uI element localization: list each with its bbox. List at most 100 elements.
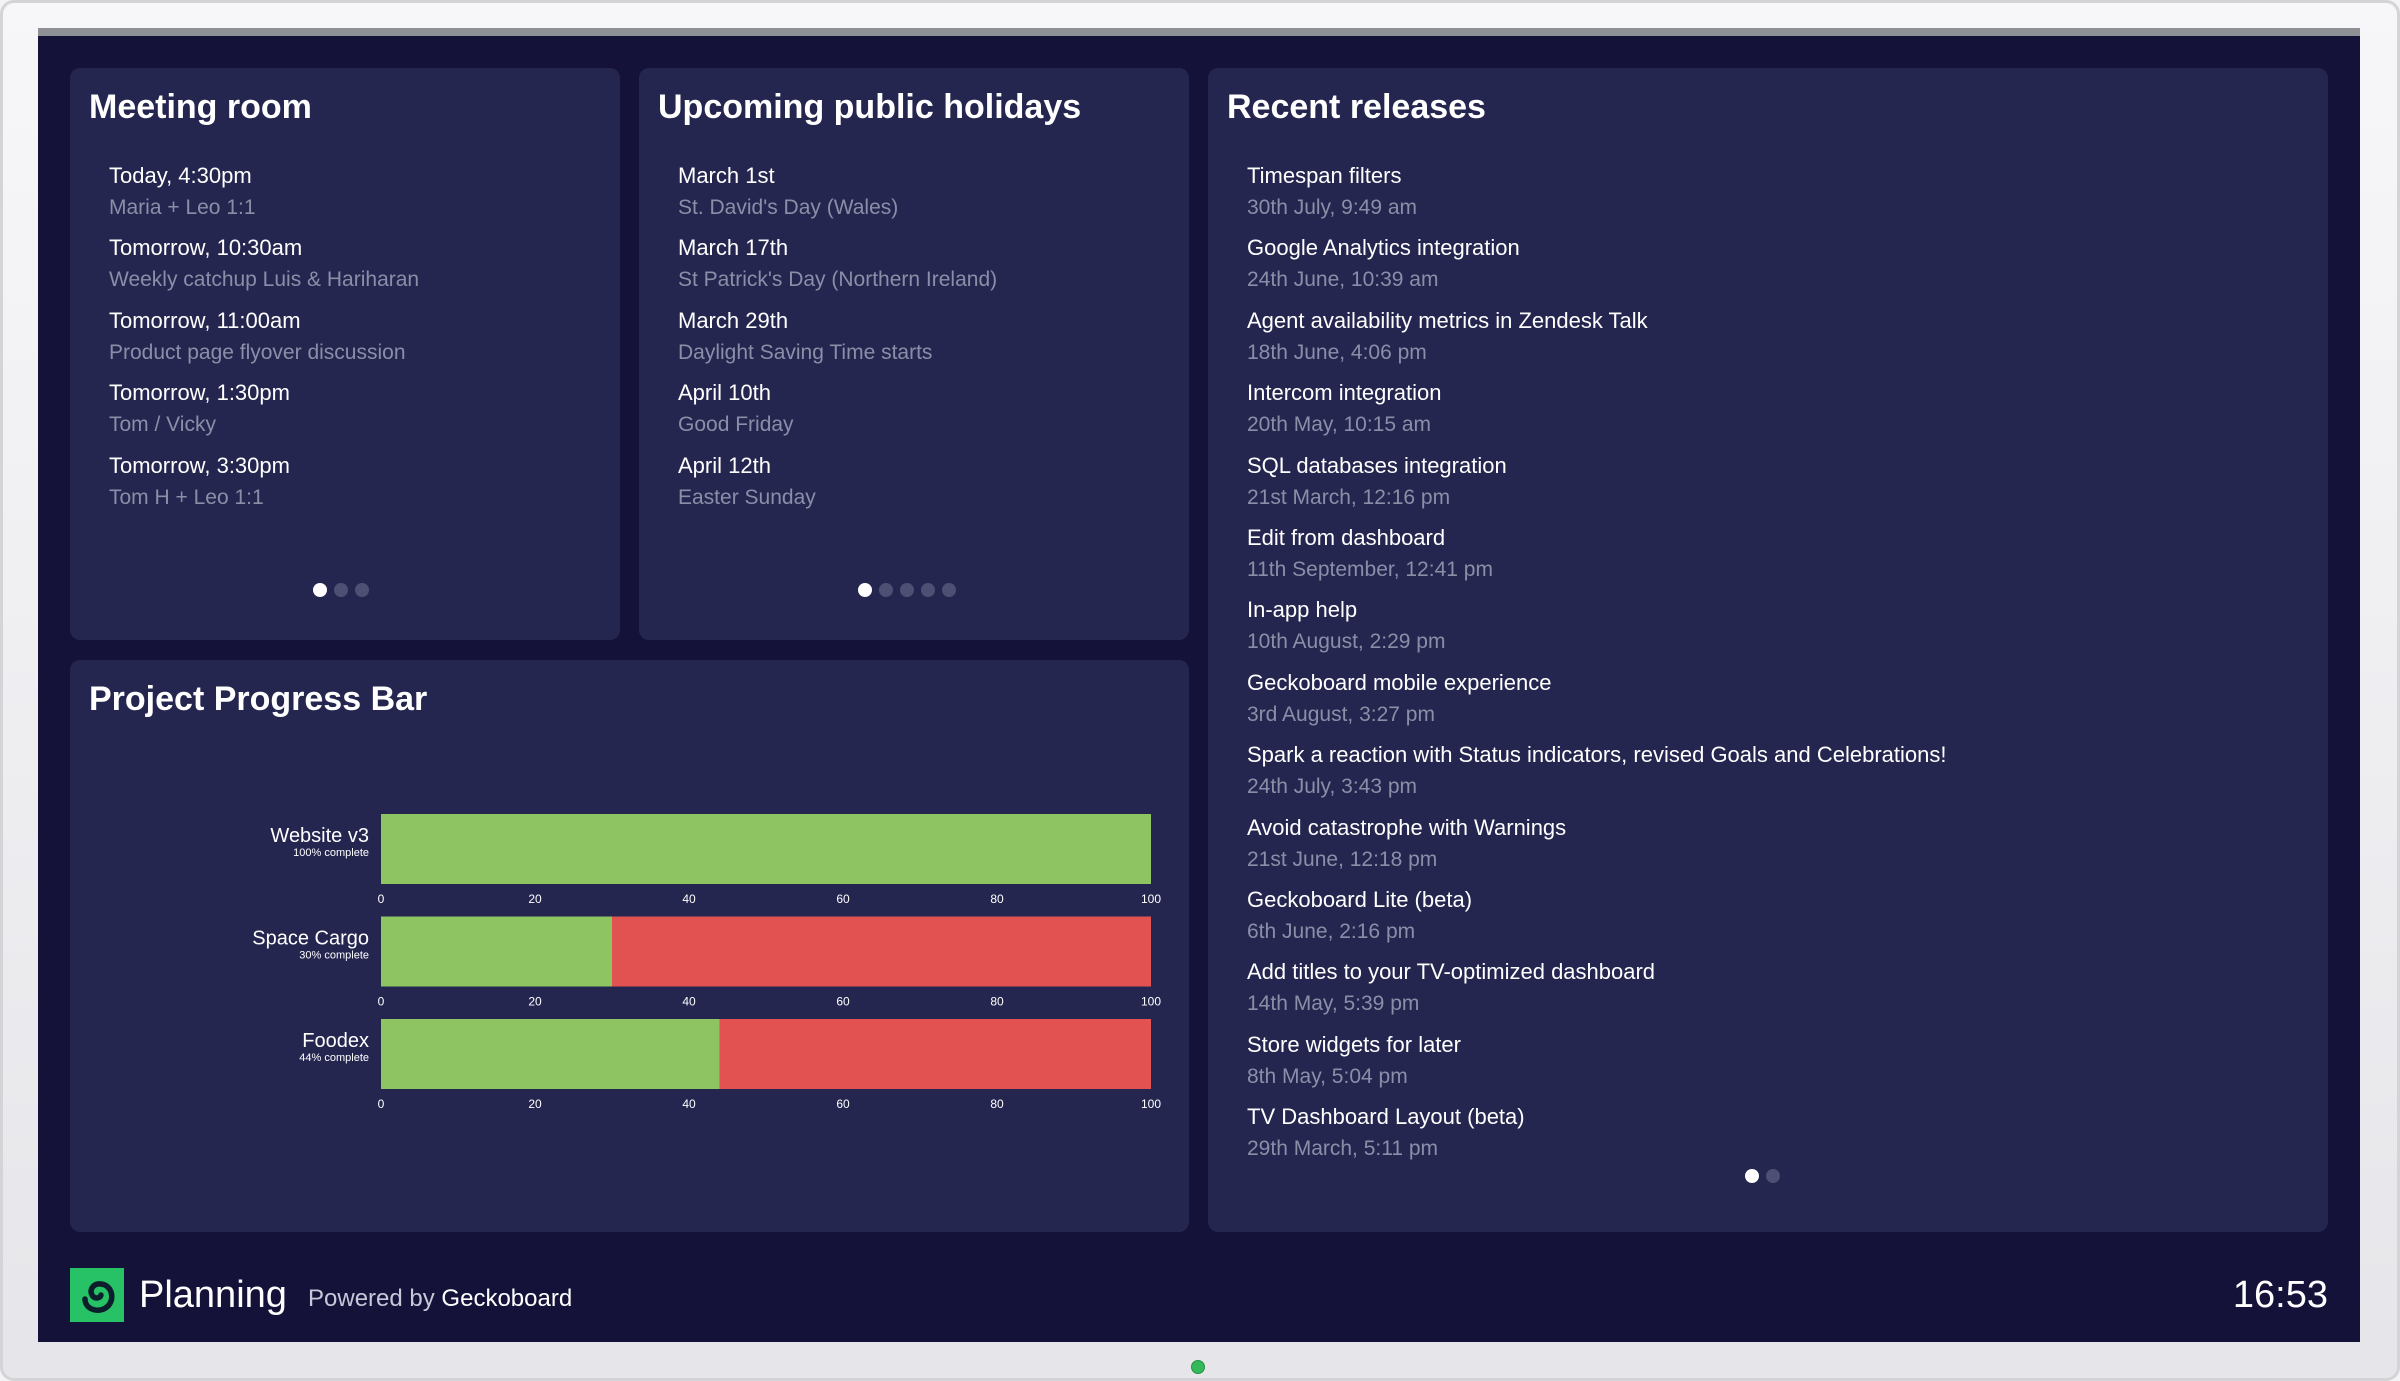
holiday-name: St Patrick's Day (Northern Ireland) <box>678 268 998 292</box>
tick-label: 20 <box>528 995 542 1009</box>
remaining-bar <box>719 1019 1151 1089</box>
release-name: Avoid catastrophe with Warnings <box>1247 814 1567 840</box>
list-item: Tomorrow, 10:30am Weekly catchup Luis & H… <box>109 231 419 303</box>
release-name: Geckoboard mobile experience <box>1247 669 1552 695</box>
holiday-name: Good Friday <box>678 413 794 437</box>
tick-label: 0 <box>378 1097 385 1111</box>
list-item: Tomorrow, 1:30pm Tom / Vicky <box>109 376 419 448</box>
recent-releases-widget: Recent releases Timespan filters 30th Jul… <box>1208 68 2328 1232</box>
meeting-time: Tomorrow, 11:00am <box>109 307 301 333</box>
category-label: Website v3 <box>270 825 369 847</box>
tick-label: 0 <box>378 995 385 1009</box>
meeting-list: Today, 4:30pm Maria + Leo 1:1 Tomorrow, 1… <box>109 159 419 521</box>
list-item: Add titles to your TV-optimized dashboar… <box>1247 955 1946 1027</box>
complete-bar <box>381 1019 720 1089</box>
pagination-dots <box>1745 1169 1780 1183</box>
pagination-dot[interactable] <box>921 583 935 597</box>
tick-label: 60 <box>836 995 850 1009</box>
widget-title: Recent releases <box>1227 88 1486 126</box>
list-item: Geckoboard mobile experience 3rd August, … <box>1247 666 1946 738</box>
pagination-dot[interactable] <box>1745 1169 1759 1183</box>
release-list: Timespan filters 30th July, 9:49 am Googl… <box>1247 159 1946 1172</box>
powered-by: Powered by Geckoboard <box>308 1284 572 1314</box>
tick-label: 100 <box>1141 995 1161 1009</box>
project-progress-widget: Project Progress Bar Website v3 100% comp… <box>70 660 1189 1232</box>
release-name: Intercom integration <box>1247 380 1442 406</box>
list-item: Agent availability metrics in Zendesk Ta… <box>1247 304 1946 376</box>
meeting-description: Product page flyover discussion <box>109 340 406 364</box>
list-item: TV Dashboard Layout (beta) 29th March, 5:… <box>1247 1100 1946 1172</box>
tick-label: 40 <box>682 892 696 906</box>
pagination-dot[interactable] <box>942 583 956 597</box>
release-date: 14th May, 5:39 pm <box>1247 992 1420 1016</box>
release-date: 3rd August, 3:27 pm <box>1247 702 1435 726</box>
list-item: Edit from dashboard 11th September, 12:41… <box>1247 521 1946 593</box>
category-label: Space Cargo <box>252 928 369 950</box>
tick-label: 20 <box>528 1097 542 1111</box>
completion-label: 44% complete <box>299 1052 369 1064</box>
tick-label: 20 <box>528 892 542 906</box>
pagination-dots <box>858 583 956 597</box>
meeting-description: Maria + Leo 1:1 <box>109 196 256 219</box>
meeting-time: Tomorrow, 1:30pm <box>109 380 290 406</box>
pagination-dot[interactable] <box>900 583 914 597</box>
list-item: Timespan filters 30th July, 9:49 am <box>1247 159 1946 231</box>
meeting-time: Tomorrow, 3:30pm <box>109 452 290 478</box>
pagination-dot[interactable] <box>313 583 327 597</box>
tick-label: 60 <box>836 892 850 906</box>
holiday-list: March 1st St. David's Day (Wales) March 1… <box>678 159 997 521</box>
meeting-description: Weekly catchup Luis & Hariharan <box>109 268 420 292</box>
list-item: Store widgets for later 8th May, 5:04 pm <box>1247 1028 1946 1100</box>
list-item: Avoid catastrophe with Warnings 21st June… <box>1247 811 1946 883</box>
powered-by-prefix: Powered by <box>308 1285 435 1312</box>
list-item: March 29th Daylight Saving Time starts <box>678 304 997 376</box>
tick-label: 100 <box>1141 892 1161 906</box>
release-date: 11th September, 12:41 pm <box>1247 557 1493 581</box>
release-date: 21st June, 12:18 pm <box>1247 847 1438 871</box>
list-item: Tomorrow, 11:00am Product page flyover di… <box>109 304 419 376</box>
holidays-widget: Upcoming public holidays March 1st St. Da… <box>639 68 1189 640</box>
list-item: In-app help 10th August, 2:29 pm <box>1247 593 1946 665</box>
widget-title: Meeting room <box>89 88 312 126</box>
meeting-time: Tomorrow, 10:30am <box>109 235 303 261</box>
release-date: 20th May, 10:15 am <box>1247 413 1432 437</box>
holiday-name: Easter Sunday <box>678 485 816 509</box>
pagination-dot[interactable] <box>858 583 872 597</box>
list-item: March 17th St Patrick's Day (Northern Ire… <box>678 231 997 303</box>
pagination-dot[interactable] <box>879 583 893 597</box>
list-item: Intercom integration 20th May, 10:15 am <box>1247 376 1946 448</box>
completion-label: 100% complete <box>293 847 369 859</box>
release-date: 8th May, 5:04 pm <box>1247 1064 1408 1088</box>
list-item: April 10th Good Friday <box>678 376 997 448</box>
tick-label: 100 <box>1141 1097 1161 1111</box>
list-item: Tomorrow, 3:30pm Tom H + Leo 1:1 <box>109 449 419 521</box>
power-led <box>1191 1360 1205 1374</box>
complete-bar <box>381 916 612 987</box>
list-item: Spark a reaction with Status indicators,… <box>1247 738 1946 810</box>
meeting-room-widget: Meeting room Today, 4:30pm Maria + Leo 1:… <box>70 68 620 640</box>
release-date: 24th July, 3:43 pm <box>1247 775 1418 799</box>
dashboard-screen: Meeting room Today, 4:30pm Maria + Leo 1:… <box>38 28 2360 1342</box>
list-item: Google Analytics integration 24th June, 1… <box>1247 231 1946 303</box>
release-name: Timespan filters <box>1247 163 1402 188</box>
geckoboard-logo-icon <box>70 1268 124 1322</box>
pagination-dot[interactable] <box>355 583 369 597</box>
tick-label: 40 <box>682 995 696 1009</box>
release-name: TV Dashboard Layout (beta) <box>1247 1104 1525 1130</box>
pagination-dot[interactable] <box>334 583 348 597</box>
powered-by-brand: Geckoboard <box>441 1285 573 1312</box>
release-date: 29th March, 5:11 pm <box>1247 1137 1439 1161</box>
release-date: 18th June, 4:06 pm <box>1247 340 1427 364</box>
pagination-dot[interactable] <box>1766 1169 1780 1183</box>
category-label: Foodex <box>302 1030 369 1052</box>
tick-label: 80 <box>990 892 1004 906</box>
release-name: Google Analytics integration <box>1247 235 1520 261</box>
release-name: Add titles to your TV-optimized dashboar… <box>1247 959 1656 985</box>
release-name: Edit from dashboard <box>1247 524 1446 550</box>
meeting-description: Tom / Vicky <box>109 413 216 437</box>
release-name: SQL databases integration <box>1247 452 1507 478</box>
clock: 16:53 <box>2232 1274 2328 1316</box>
list-item: March 1st St. David's Day (Wales) <box>678 159 997 231</box>
release-date: 30th July, 9:49 am <box>1247 196 1418 219</box>
release-name: Agent availability metrics in Zendesk Ta… <box>1247 307 1648 333</box>
